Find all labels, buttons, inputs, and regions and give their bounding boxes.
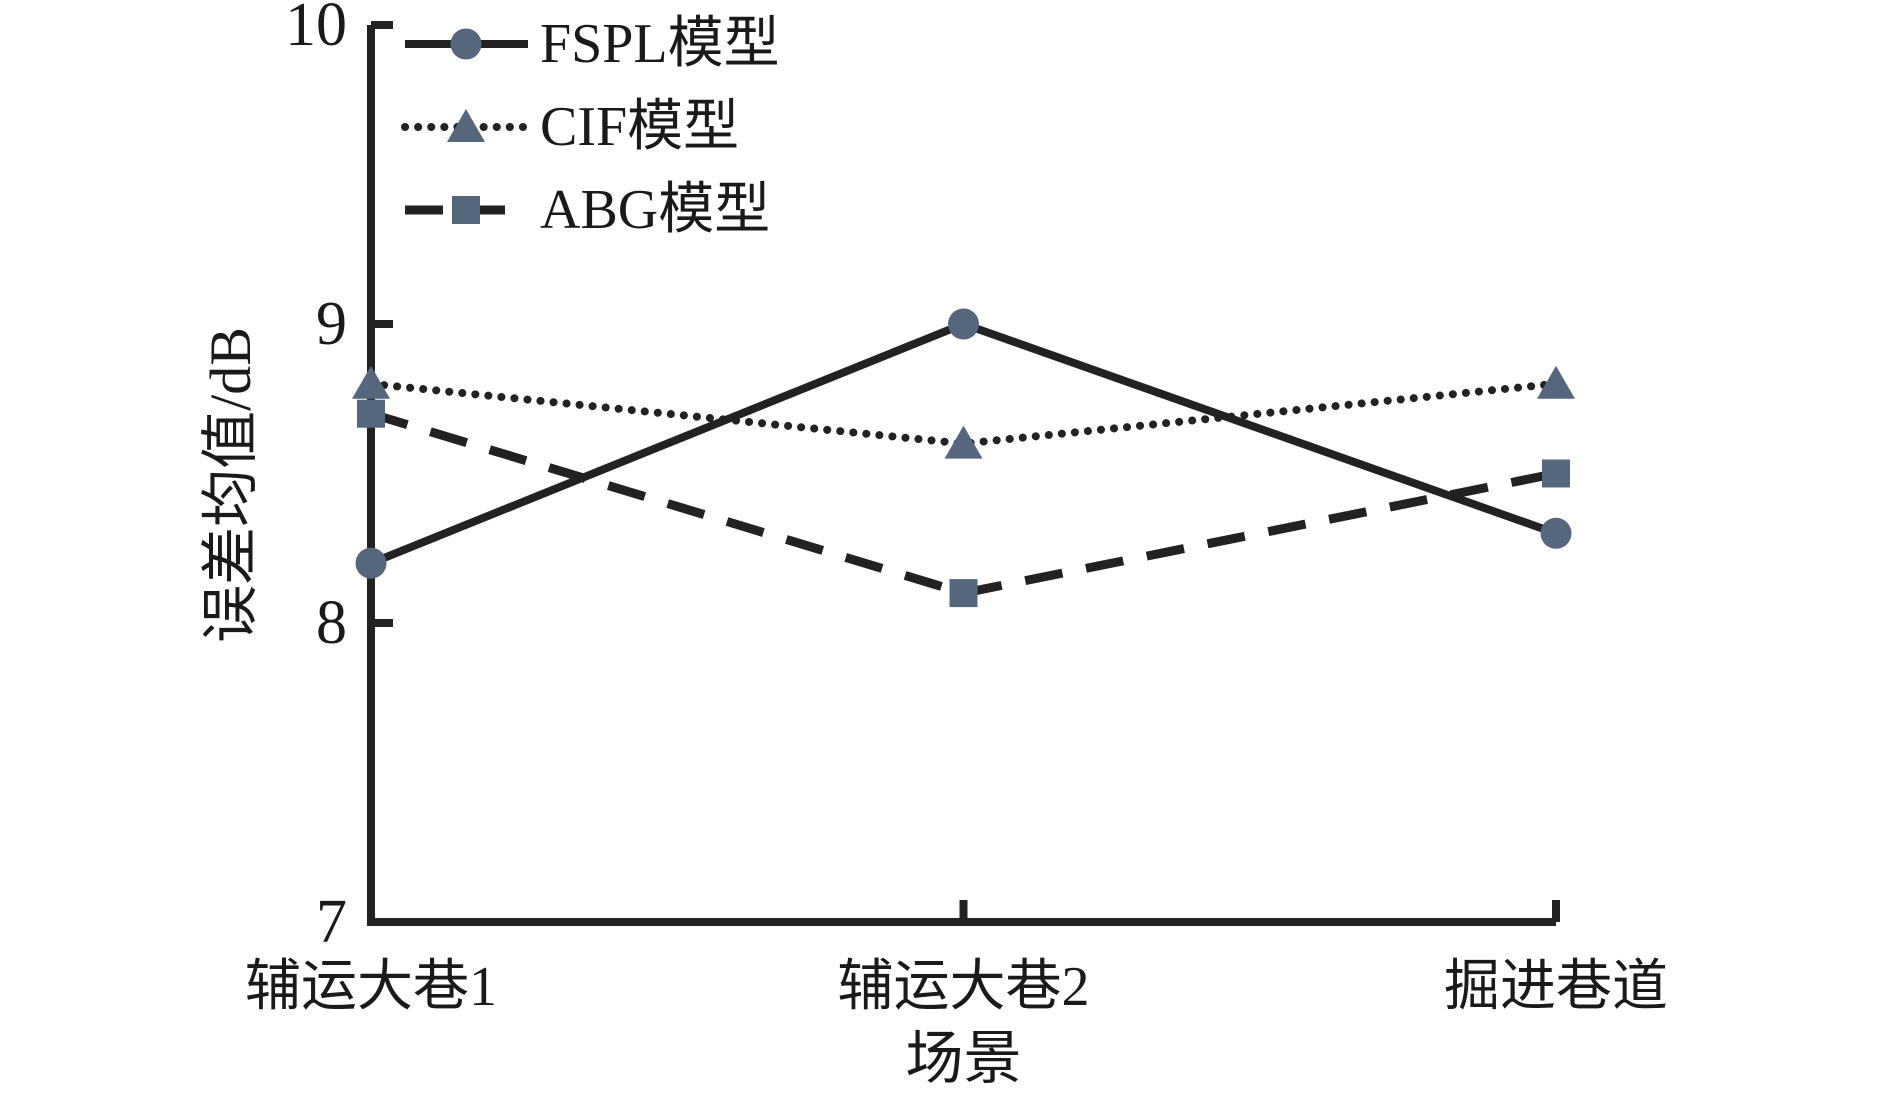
x-category-label: 掘进巷道	[1444, 956, 1668, 1018]
x-category-label: 辅运大巷2	[838, 956, 1090, 1018]
data-marker-circle	[948, 308, 979, 340]
x-category-label: 辅运大巷1	[245, 956, 497, 1018]
data-marker-circle	[1540, 517, 1572, 549]
legend-marker-circle	[450, 28, 482, 60]
y-tick-label: 8	[316, 589, 347, 657]
legend-marker-square	[452, 196, 480, 224]
data-marker-triangle	[944, 425, 983, 459]
data-marker-circle	[355, 547, 387, 579]
y-tick-label: 7	[316, 888, 347, 956]
x-axis-title: 场景	[905, 1026, 1021, 1091]
legend-label: CIF模型	[540, 96, 739, 158]
series-line-square	[369, 409, 1557, 598]
data-marker-square	[949, 579, 978, 608]
y-axis-title: 误差均值/dB	[198, 327, 263, 643]
legend-marker-triangle	[447, 109, 485, 142]
legend-label: FSPL模型	[540, 13, 780, 75]
y-tick-label: 10	[285, 0, 347, 59]
data-marker-square	[357, 399, 385, 428]
series-line-triangle	[367, 379, 1560, 448]
legend-label: ABG模型	[540, 179, 770, 241]
y-tick-label: 9	[316, 290, 347, 358]
data-marker-triangle	[1537, 365, 1575, 399]
data-marker-square	[1542, 459, 1570, 488]
data-marker-triangle	[352, 365, 390, 399]
